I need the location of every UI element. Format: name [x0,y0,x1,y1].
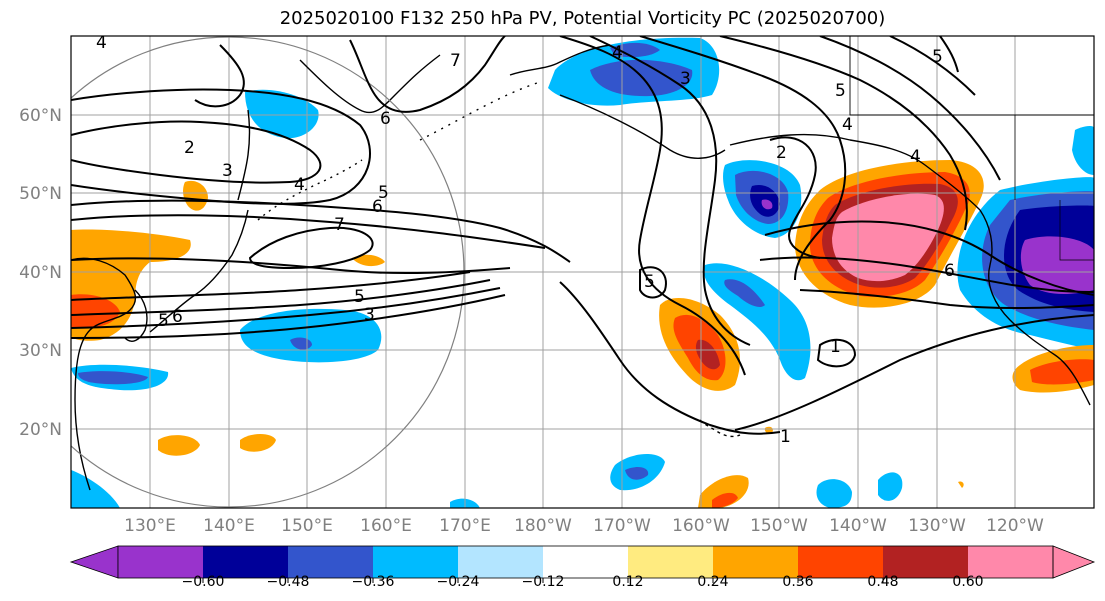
lon-label: 130°W [908,516,966,536]
colorbar-swatch [458,546,543,578]
lon-label: 150°W [750,516,808,536]
colorbar-swatches [69,545,1096,579]
map-frame [70,35,1095,509]
colorbar: −0.60 −0.48 −0.36 −0.24 −0.12 0.12 0.24 … [69,545,1096,590]
lon-label: 180°W [514,516,572,536]
colorbar-extend-high [1052,545,1096,579]
contour-label: 2 [184,138,195,158]
negative-anomaly-south-small [71,454,903,508]
longitude-labels: 130°E 140°E 150°E 160°E 170°E 180°W 170°… [124,516,1044,536]
lat-label: 20°N [19,420,62,440]
colorbar-swatch [203,546,288,578]
coastline-north-america-west [979,209,1091,406]
lon-label: 140°W [829,516,887,536]
contour-label: 3 [680,69,691,89]
colorbar-tick-label: 0.12 [612,574,643,590]
colorbar-tick-label: −0.48 [267,574,310,590]
positive-anomaly-central [659,297,773,508]
contour-label: 6 [372,197,383,217]
coastlines [71,36,1094,491]
colorbar-extend-low [69,545,119,579]
colorbar-swatch [713,546,798,578]
colorbar-swatch [373,546,458,578]
lat-label: 50°N [19,184,62,204]
contour-label: 4 [96,33,107,53]
lon-label: 130°E [124,516,176,536]
contour-label: 4 [842,115,853,135]
contour-label: 4 [294,175,305,195]
coastline-japan [149,209,249,333]
colorbar-tick-label: 0.48 [867,574,898,590]
colorbar-tick-label: −0.60 [182,574,225,590]
contour-label: 5 [378,183,389,203]
latitude-labels: 60°N 50°N 40°N 30°N 20°N [19,106,62,440]
colorbar-tick-label: −0.36 [352,574,395,590]
lat-label: 40°N [19,263,62,283]
colorbar-tick-label: −0.24 [437,574,480,590]
border-canada [849,36,1094,116]
contour-label: 3 [222,161,233,181]
coastline-sakhalin [237,109,251,201]
negative-anomaly-kamchatka [245,89,319,139]
negative-anomaly-north-pacific-south [240,308,382,363]
contour-label: 5 [644,272,655,292]
colorbar-swatch [883,546,968,578]
lon-label: 160°W [672,516,730,536]
colorbar-tick-label: 0.36 [782,574,813,590]
colorbar-swatch [968,546,1053,578]
contour-label: 1 [780,427,791,447]
colorbar-swatch [288,546,373,578]
coastline-alaska-south [729,133,981,211]
contour-label: 7 [450,51,461,71]
contour-label: 4 [910,147,921,167]
contour-label: 6 [380,109,391,129]
contour-label: 7 [334,215,345,235]
contour-label: 2 [776,143,787,163]
contour-label: 5 [354,287,365,307]
colorbar-swatch [798,546,883,578]
contour-label: 1 [830,337,841,357]
contour-label: 6 [172,307,183,327]
coastline-korea [124,289,148,342]
border-us-states [1014,115,1094,261]
contour-label: 6 [944,261,955,281]
colorbar-ticks [202,578,969,583]
lon-label: 160°E [360,516,412,536]
lat-label: 60°N [19,106,62,126]
coastline-hawaii [699,419,741,438]
pv-contours [71,36,1094,435]
colorbar-swatch [628,546,713,578]
colorbar-tick-label: 0.24 [697,574,728,590]
lon-label: 140°E [203,516,255,536]
contour-label: 5 [835,81,846,101]
coastline-kamchatka [299,54,441,114]
contour-labels: 4 7 3 4 5 6 2 3 4 5 6 7 5 3 6 2 5 4 5 1 … [96,33,955,447]
lon-label: 170°W [593,516,651,536]
lat-label: 30°N [19,341,62,361]
colorbar-swatch [543,546,628,578]
contour-label: 4 [612,43,623,63]
contour-label: 5 [158,311,169,331]
colorbar-outline [117,545,1054,579]
coastline-alaska-peninsula [559,94,726,159]
negative-anomaly-central-strip [703,263,811,381]
map-title: 2025020100 F132 250 hPa PV, Potential Vo… [279,8,886,29]
negative-anomaly-southwest [71,364,169,391]
colorbar-tick-label: 0.60 [952,574,983,590]
lon-label: 150°E [281,516,333,536]
colorbar-tick-labels: −0.60 −0.48 −0.36 −0.24 −0.12 0.12 0.24 … [182,574,984,590]
colorbar-swatch [118,546,203,578]
coastline-alaska-west [509,44,611,76]
contour-label: 5 [932,47,943,67]
contour-label: 3 [364,305,375,325]
coastline-asia-east [71,257,137,491]
coastline-kurils [257,159,363,221]
lon-label: 120°W [986,516,1044,536]
colorbar-tick-label: −0.12 [522,574,565,590]
lon-label: 170°E [439,516,491,536]
